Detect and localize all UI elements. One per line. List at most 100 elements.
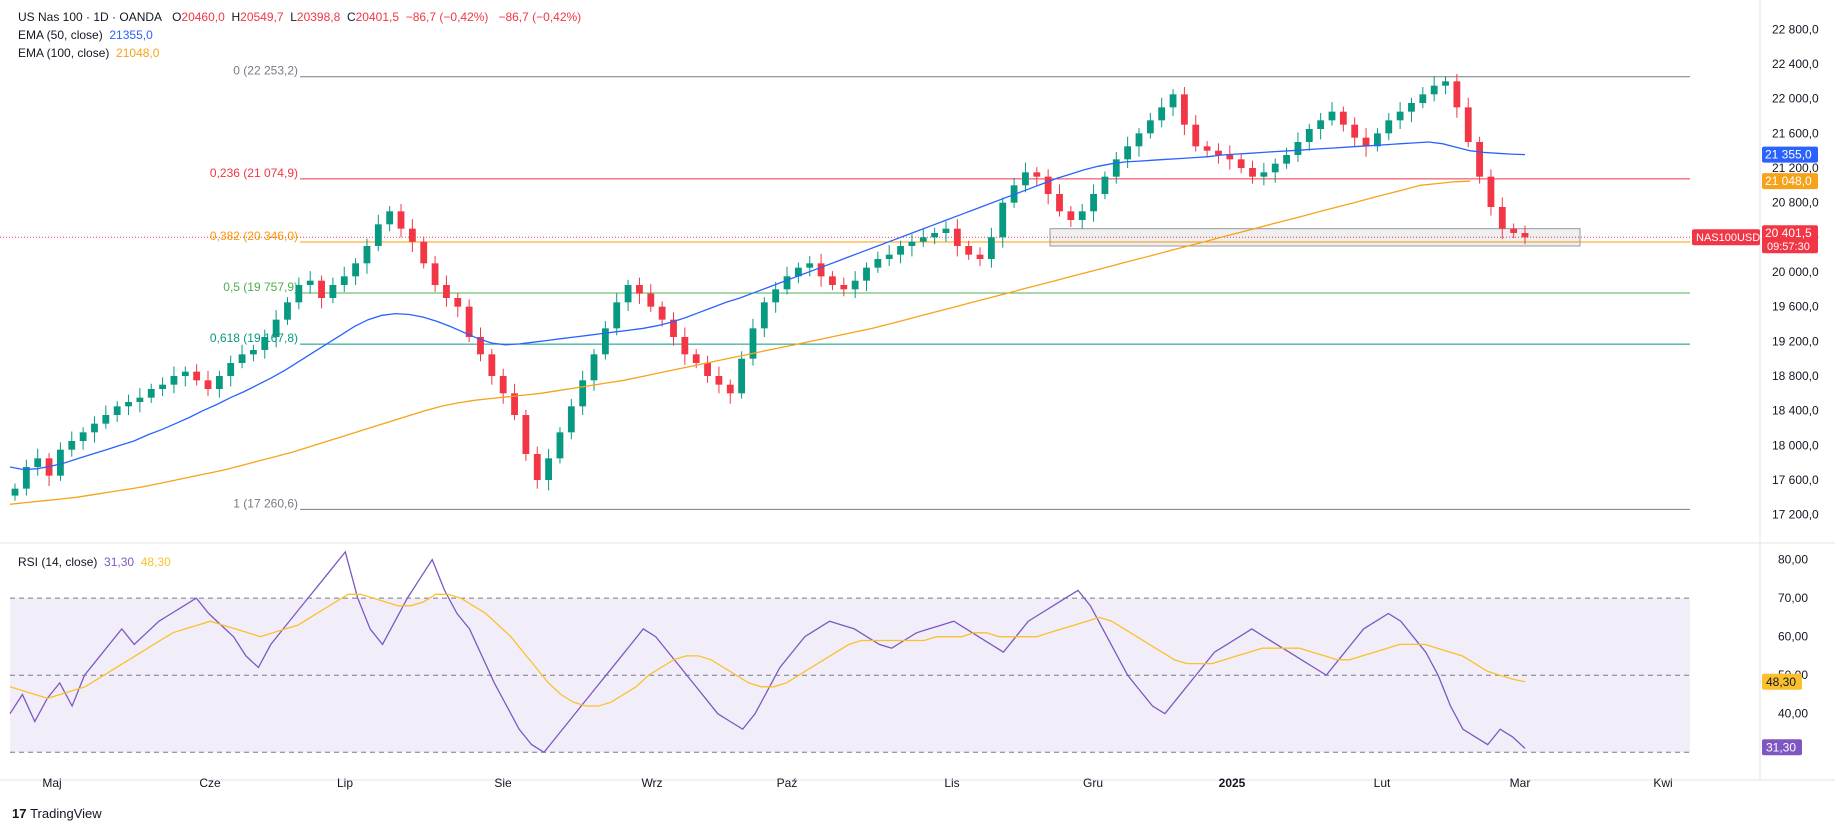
candle-body [1317,120,1325,129]
rsi-tick-label: 40,00 [1778,707,1808,721]
candle-body [1249,168,1256,177]
price-tick-label: 22 400,0 [1772,57,1819,71]
candle-body [250,350,257,355]
candle-body [715,376,723,385]
price-tick-label: 22 000,0 [1772,92,1819,106]
candle-body [1328,111,1336,121]
time-tick-label: Maj [42,776,61,790]
ema100-line [9,180,1471,505]
rsi-price-tag: 31,30 [1766,740,1796,754]
candle-body [306,280,314,285]
candle-body [1056,194,1063,212]
candle-body [511,393,518,415]
candle-body [885,254,893,259]
candle-body [11,488,19,496]
candle-body [522,415,530,454]
candle-body [1101,176,1109,194]
candle-body [1408,103,1415,112]
candle-body [1464,107,1472,142]
candle-body [624,285,632,303]
candle-body [1476,142,1483,177]
ema100-price-tag: 21 048,0 [1765,174,1812,188]
candle-body [1385,120,1393,134]
candle-body [454,298,462,307]
candle-body [1158,107,1166,121]
candle-body [1215,150,1222,155]
candle-body [1396,111,1404,121]
symbol-legend: US Nas 100 · 1D · OANDA O20460,0 H20549,… [18,10,581,24]
candle-body [806,263,814,268]
price-tick-label: 22 800,0 [1772,22,1819,36]
rsi-legend: RSI (14, close) 31,30 48,30 [18,555,171,569]
candle-body [34,458,42,467]
candle-body [79,432,87,441]
candle-body [181,371,189,376]
candle-body [794,267,802,277]
candle-body [1067,211,1075,220]
ema50-price-tag-bg [1762,146,1818,163]
candle-body [147,389,155,398]
ema100-value: 21048,0 [116,46,160,60]
candle-body [170,376,178,385]
candle-body [272,319,280,337]
candle-body [488,354,496,376]
rsi-tick-label: 70,00 [1778,591,1808,605]
candle-body [1419,94,1427,103]
candle-body [670,319,677,337]
candle-body [829,276,836,285]
candle-body [647,293,655,307]
time-tick-label: Lip [337,776,353,790]
rsi-ma-value: 48,30 [140,555,171,569]
candle-body [840,285,848,290]
ema50-label: EMA (50, close) [18,28,103,42]
candle-body [1226,155,1234,160]
candle-body [953,228,961,246]
candle-body [738,358,746,394]
price-tick-label: 20 000,0 [1772,265,1819,279]
candle-body [22,467,30,489]
tradingview-brand[interactable]: 17 TradingView [12,806,102,821]
rsi-tick-label: 80,00 [1778,553,1808,567]
candle-body [726,384,734,394]
candle-body [851,280,859,290]
candle-body [1090,194,1097,212]
candle-body [1169,94,1177,108]
candle-body [238,354,246,363]
fib-level-label: 0,618 (19 167,8) [210,331,298,345]
candle-body [681,337,689,355]
time-tick-label: Gru [1083,776,1103,790]
rsi-ma-line [9,593,1526,707]
rsi-ma-price-tag: 48,30 [1766,675,1796,689]
candle-body [318,280,325,298]
candle-body [1374,133,1381,147]
candle-body [636,285,643,294]
candle-body [908,241,916,246]
candle-body [1078,211,1086,220]
ohlc-low: L20398,8 [290,10,341,24]
price-tick-label: 21 200,0 [1772,161,1819,175]
ema100-legend: EMA (100, close) 21048,0 [18,46,159,60]
fib-level-label: 0 (22 253,2) [233,64,298,78]
candle-body [57,449,64,476]
ohlc-high: H20549,7 [231,10,284,24]
time-tick-label: Cze [199,776,221,790]
candle-body [499,376,507,394]
candle-body [545,458,553,480]
candle-body [987,237,995,259]
candle-body [1521,233,1529,238]
fib-level-label: 1 (17 260,6) [233,496,298,510]
fib-level-label: 0,382 (20 346,0) [210,229,298,243]
price-tick-label: 18 800,0 [1772,369,1819,383]
time-tick-label: Lis [944,776,959,790]
symbol-tag-bg [1692,229,1760,246]
candle-body [386,211,394,225]
candle-body [1124,146,1132,160]
countdown-tag: 09:57:30 [1767,241,1810,253]
candle-body [1487,176,1495,207]
candle-body [658,306,666,320]
candle-body [533,454,541,480]
candle-body [227,363,235,376]
candle-body [68,441,76,450]
candle-body [1022,172,1029,186]
